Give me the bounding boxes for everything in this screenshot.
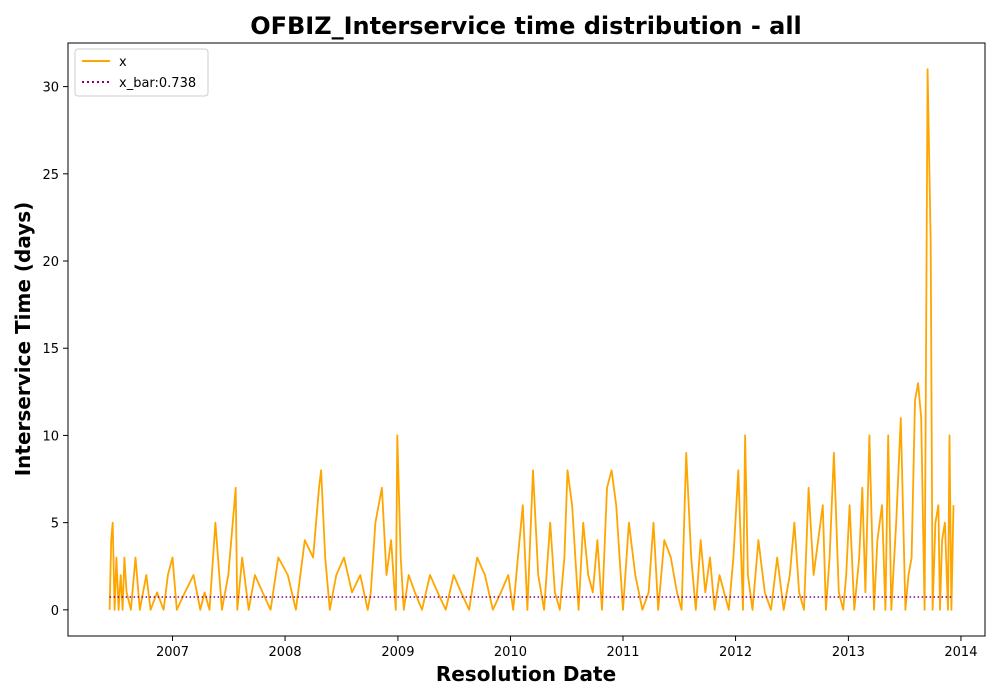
y-tick-label: 20	[42, 255, 59, 270]
x-tick-label: 2014	[944, 645, 977, 660]
series-layer	[108, 68, 955, 611]
y-tick-label: 10	[42, 429, 59, 444]
x-axis: 2007 2008 2009 2010 2011 2012 2013 2014	[156, 636, 977, 660]
x-tick-label: 2009	[381, 645, 414, 660]
plot-area	[67, 42, 986, 637]
x-tick-label: 2011	[606, 645, 639, 660]
x-tick-label: 2010	[494, 645, 527, 660]
legend-label-x-bar: x_bar:0.738	[119, 76, 196, 91]
y-tick-label: 30	[42, 81, 59, 96]
y-tick-label: 5	[51, 517, 59, 532]
y-tick-label: 0	[51, 604, 59, 619]
legend-label-x: x	[119, 55, 127, 70]
x-tick-label: 2013	[832, 645, 865, 660]
x-tick-label: 2008	[269, 645, 302, 660]
legend: x x_bar:0.738	[74, 48, 209, 97]
y-axis-label: Interservice Time (days)	[11, 202, 35, 477]
x-tick-label: 2012	[719, 645, 752, 660]
series-line-x	[108, 68, 955, 611]
chart-title: OFBIZ_Interservice time distribution - a…	[250, 12, 802, 40]
x-tick-label: 2007	[156, 645, 189, 660]
y-tick-label: 15	[42, 342, 59, 357]
y-tick-label: 25	[42, 168, 59, 183]
y-axis: 0 5 10 15 20 25 30	[42, 81, 68, 619]
plot-frame	[67, 42, 986, 637]
x-axis-label: Resolution Date	[436, 662, 616, 686]
